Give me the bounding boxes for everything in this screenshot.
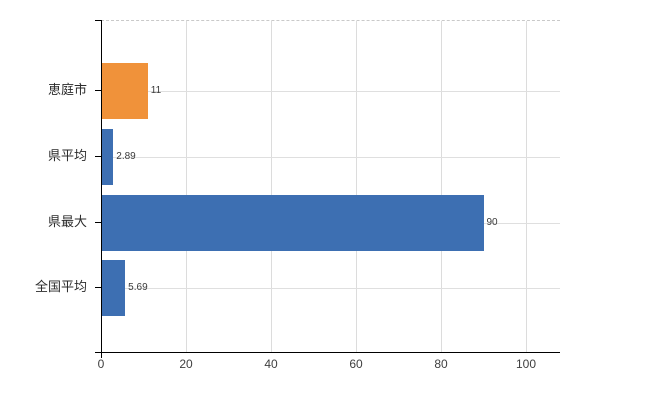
- x-gridline-100: [526, 21, 527, 352]
- x-gridline-20: [186, 21, 187, 352]
- y-axis-tick: [95, 156, 102, 157]
- bar-default-1: [101, 129, 114, 185]
- x-gridline-60: [356, 21, 357, 352]
- y-gridline: [101, 288, 560, 289]
- x-axis-line: [95, 352, 560, 353]
- category-label-1: 県平均: [47, 148, 87, 163]
- y-axis-line: [101, 20, 102, 358]
- x-tick-label: 40: [264, 357, 278, 371]
- x-tick-label: 80: [434, 357, 448, 371]
- category-label-3: 全国平均: [34, 279, 87, 294]
- y-axis-tick: [95, 287, 102, 288]
- category-axis-labels: 恵庭市県平均県最大全国平均: [0, 20, 95, 352]
- x-axis-tick-labels: 0 20 40 60 80 100: [97, 357, 560, 375]
- y-gridline: [101, 157, 560, 158]
- y-axis-top-tick: [95, 20, 102, 21]
- y-gridline: [101, 91, 560, 92]
- category-label-2: 県最大: [47, 214, 87, 229]
- x-tick-label: 20: [179, 357, 193, 371]
- bar-value-label: 2.89: [116, 151, 136, 162]
- x-tick-label: 0: [97, 357, 105, 371]
- y-axis-tick: [95, 222, 102, 223]
- bar-highlight-0: [101, 63, 148, 119]
- bar-default-2: [101, 195, 484, 251]
- category-label-0: 恵庭市: [47, 82, 87, 97]
- plot-area: 11 2.89 90 5.69: [101, 20, 560, 352]
- x-gridline-80: [441, 21, 442, 352]
- bar-value-label: 5.69: [128, 282, 148, 293]
- x-gridline-40: [271, 21, 272, 352]
- x-tick-label: 60: [349, 357, 363, 371]
- bar-value-label: 11: [150, 85, 162, 96]
- bar-value-label: 90: [486, 217, 498, 228]
- x-tick-label: 100: [515, 357, 537, 371]
- y-axis-tick: [95, 90, 102, 91]
- bar-default-3: [101, 260, 126, 316]
